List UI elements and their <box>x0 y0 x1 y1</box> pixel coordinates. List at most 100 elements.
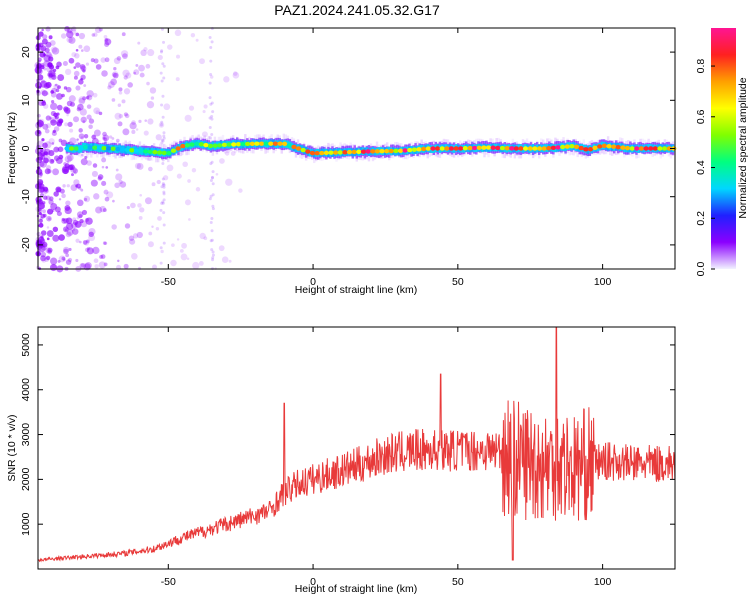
ridge-core <box>78 146 84 151</box>
noise-speck <box>69 128 74 133</box>
ridge-core <box>513 146 519 151</box>
noise-speck <box>43 103 49 109</box>
noise-speck <box>78 44 83 49</box>
noise-speck <box>132 233 139 239</box>
noise-speck <box>123 88 131 95</box>
ridge-core <box>407 147 413 153</box>
spectral-ridge <box>64 133 677 164</box>
ridge-core <box>601 143 607 148</box>
ridge-core <box>282 141 288 147</box>
noise-speck <box>81 209 88 216</box>
noise-speck <box>118 87 123 92</box>
noise-speck <box>158 122 165 128</box>
noise-speck <box>208 197 212 201</box>
noise-speck <box>50 119 57 126</box>
noise-speck <box>225 178 233 186</box>
noise-speck <box>43 53 46 57</box>
noise-speck <box>209 221 213 225</box>
noise-speck <box>56 121 63 127</box>
ridge-core <box>648 146 654 151</box>
noise-speck <box>86 239 89 243</box>
snr-panel: -50 0 50 100 1000 2000 3000 4000 5000 Height of… <box>6 326 676 595</box>
noise-speck <box>123 112 128 117</box>
y-tick-label: 5000 <box>20 333 32 357</box>
noise-speck <box>117 121 123 127</box>
ridge-core <box>569 144 575 149</box>
noise-speck <box>201 131 208 138</box>
noise-speck <box>78 133 85 139</box>
noise-speck <box>95 64 102 70</box>
ridge-core <box>295 146 302 151</box>
noise-speck <box>99 205 106 213</box>
noise-speck <box>63 217 69 224</box>
ridge-core <box>170 148 177 153</box>
ridge-core <box>119 147 126 152</box>
noise-speck <box>128 235 135 241</box>
ridge-core <box>485 145 492 150</box>
noise-speck <box>83 197 88 202</box>
noise-speck <box>44 141 52 149</box>
noise-speck <box>92 92 98 98</box>
noise-speck <box>82 240 88 245</box>
noise-speck <box>51 47 60 55</box>
noise-speck <box>199 58 205 65</box>
y-tick-label: 1000 <box>20 512 32 536</box>
noise-speck <box>53 146 60 153</box>
noise-speck <box>40 255 47 262</box>
ridge-core <box>518 146 524 151</box>
ridge-core <box>212 143 218 148</box>
noise-speck <box>66 160 70 163</box>
ridge-core <box>87 145 93 150</box>
noise-speck <box>121 32 126 37</box>
noise-speck <box>160 120 164 124</box>
x-tick-label: -50 <box>161 276 176 288</box>
noise-speck <box>73 75 78 80</box>
noise-speck <box>57 74 65 82</box>
ridge-core <box>578 145 584 151</box>
noise-speck <box>159 50 163 54</box>
ridge-core <box>629 146 635 151</box>
noise-speck <box>83 84 87 87</box>
ridge-core <box>115 146 121 152</box>
noise-speck <box>78 97 86 105</box>
noise-speck <box>86 104 92 109</box>
noise-speck <box>84 262 92 270</box>
noise-speck <box>114 112 122 120</box>
noise-speck <box>228 259 232 263</box>
noise-speck <box>121 99 126 104</box>
noise-speck <box>162 40 166 44</box>
noise-speck <box>56 187 62 193</box>
noise-speck <box>65 217 73 225</box>
noise-speck <box>64 122 69 127</box>
noise-speck <box>103 137 108 141</box>
noise-speck <box>51 99 55 104</box>
noise-speck <box>45 189 49 193</box>
noise-speck <box>38 211 42 216</box>
ridge-core <box>379 149 385 154</box>
noise-speck <box>139 193 142 197</box>
noise-speck <box>78 128 83 133</box>
noise-speck <box>95 206 103 214</box>
ridge-core <box>235 142 241 147</box>
noise-speck <box>210 160 214 164</box>
noise-speck <box>81 49 84 52</box>
noise-speck <box>146 101 155 109</box>
ridge-core <box>458 146 464 151</box>
noise-speck <box>91 134 97 140</box>
noise-speck <box>208 136 212 140</box>
noise-speck <box>211 207 215 211</box>
noise-speck <box>174 29 182 37</box>
noise-speck <box>82 120 86 124</box>
noise-speck <box>78 79 84 85</box>
noise-speck <box>40 188 48 196</box>
noise-speck <box>38 59 41 63</box>
ridge-core <box>638 146 645 151</box>
noise-speck <box>66 100 73 107</box>
noise-speck <box>42 209 46 214</box>
ridge-core <box>374 149 380 154</box>
noise-speck <box>54 206 61 213</box>
noise-speck <box>58 154 64 160</box>
noise-speck <box>112 72 119 79</box>
noise-speck <box>61 166 70 175</box>
ridge-core <box>499 145 506 151</box>
